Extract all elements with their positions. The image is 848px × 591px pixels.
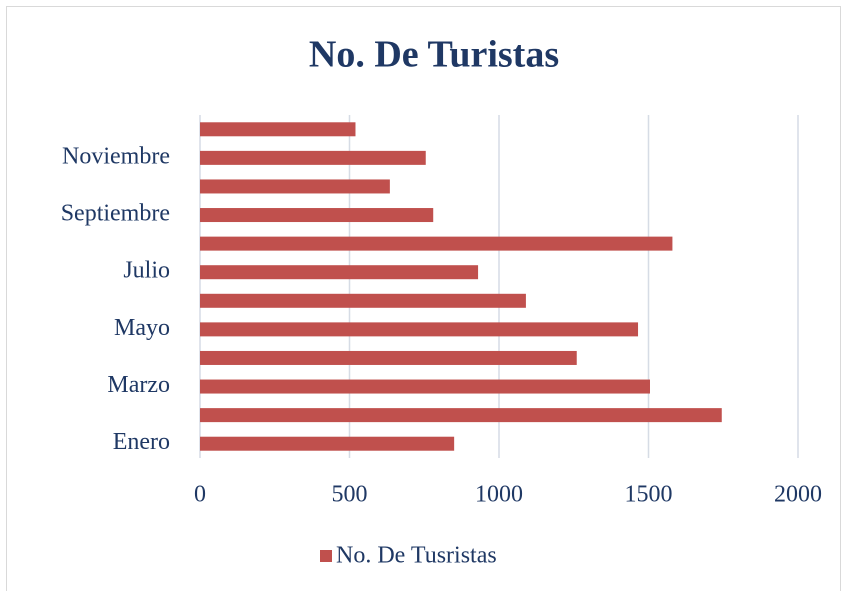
y-tick-label: Mayo [114, 315, 170, 341]
legend-swatch [320, 550, 332, 562]
chart-title: No. De Turistas [309, 34, 559, 76]
y-tick-label: Enero [113, 429, 170, 455]
bar [200, 179, 390, 194]
bar [200, 122, 356, 137]
x-tick-label: 2000 [774, 482, 822, 508]
bar [200, 436, 455, 451]
bar [200, 236, 673, 251]
y-tick-label: Septiembre [61, 201, 170, 227]
bar [200, 208, 434, 223]
bar [200, 150, 426, 165]
bar [200, 408, 722, 423]
bar [200, 350, 577, 365]
bar [200, 322, 639, 337]
y-tick-label: Marzo [107, 372, 170, 398]
bar [200, 265, 479, 280]
bar [200, 379, 650, 394]
x-tick-label: 500 [332, 482, 368, 508]
x-tick-label: 1500 [625, 482, 673, 508]
x-tick-label: 1000 [475, 482, 523, 508]
y-tick-label: Julio [123, 258, 170, 284]
bar [200, 293, 526, 308]
x-tick-label: 0 [194, 482, 206, 508]
legend-label: No. De Tusristas [336, 543, 497, 569]
y-tick-label: Noviembre [62, 143, 170, 169]
